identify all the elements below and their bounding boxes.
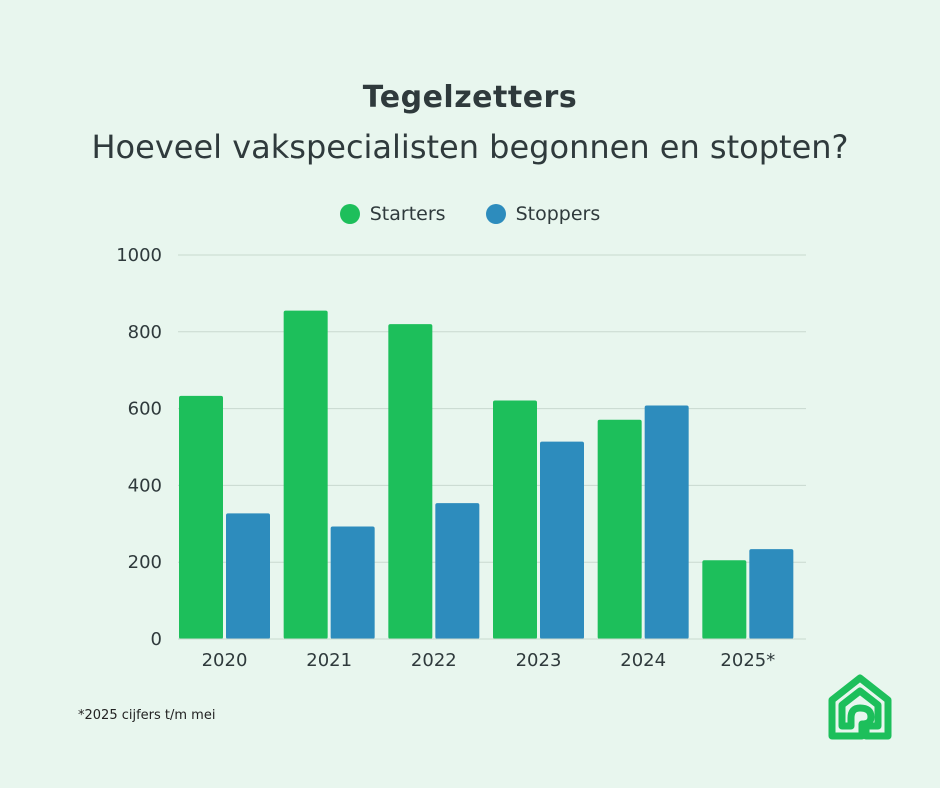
legend-label-starters: Starters xyxy=(369,203,446,225)
x-tick-label: 2022 xyxy=(411,650,457,671)
bar-stoppers-2023 xyxy=(540,441,584,639)
footnote: *2025 cijfers t/m mei xyxy=(78,708,216,723)
x-tick-label: 2020 xyxy=(202,650,248,671)
bar-starters-2025 xyxy=(702,560,747,639)
legend-item-stoppers: Stoppers xyxy=(485,203,601,225)
bar-starters-2024 xyxy=(597,419,642,639)
x-tick-label: 2021 xyxy=(306,650,352,671)
y-tick-label: 0 xyxy=(151,629,162,650)
bar-starters-2021 xyxy=(283,310,328,639)
legend: Starters Stoppers xyxy=(0,203,940,225)
legend-item-starters: Starters xyxy=(339,203,446,225)
house-logo-icon xyxy=(826,672,894,746)
y-tick-label: 200 xyxy=(128,552,162,573)
chart-title: Tegelzetters xyxy=(362,80,578,115)
x-tick-label: 2023 xyxy=(516,650,562,671)
bar-starters-2023 xyxy=(493,400,537,639)
chart-subtitle: Hoeveel vakspecialisten begonnen en stop… xyxy=(91,128,849,166)
bar-chart: 0 200 400 600 800 1000 2020 2021 2022 2023 2024 202… xyxy=(116,245,806,671)
x-tick-label: 2024 xyxy=(620,650,666,671)
y-tick-label: 1000 xyxy=(116,245,162,266)
bar-stoppers-2025 xyxy=(749,549,794,639)
bar-stoppers-2024 xyxy=(644,405,689,639)
bar-stoppers-2020 xyxy=(226,513,270,639)
y-tick-label: 400 xyxy=(128,475,162,496)
bar-starters-2022 xyxy=(388,324,433,639)
x-tick-label: 2025* xyxy=(720,650,775,671)
legend-swatch-starters xyxy=(339,204,360,224)
y-tick-label: 600 xyxy=(128,399,162,420)
bar-stoppers-2021 xyxy=(330,526,375,639)
bar-stoppers-2022 xyxy=(435,503,480,639)
legend-swatch-stoppers xyxy=(485,204,506,224)
y-tick-label: 800 xyxy=(128,322,162,343)
legend-label-stoppers: Stoppers xyxy=(515,203,601,225)
bar-starters-2020 xyxy=(179,395,223,639)
